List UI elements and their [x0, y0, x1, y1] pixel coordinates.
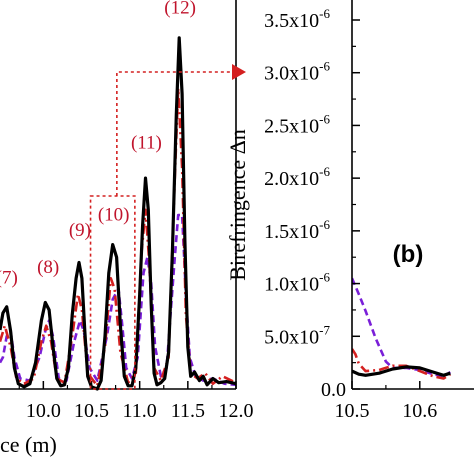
y-tick-label: 1.0x10-6: [264, 270, 330, 296]
y-tick-exponent: -6: [319, 217, 330, 232]
x-tick-label: 10.5: [74, 400, 109, 422]
zoom-indicator: [89, 64, 246, 390]
series-line-dash-dot: [0, 87, 237, 388]
x-axis-title: ce (m): [0, 432, 57, 457]
x-tick-label: 12.0: [219, 400, 254, 422]
y-tick-base: 3.5x10: [264, 10, 319, 32]
y-tick-exponent: -6: [319, 6, 330, 21]
x-tick-label-b: 10.5: [335, 400, 370, 422]
y-tick-label: 5.0x10-7: [264, 322, 330, 348]
y-tick-base: 1.0x10: [264, 274, 319, 296]
peak-label: (12): [164, 0, 196, 19]
panel-b-series: [352, 277, 451, 380]
x-tick-label: 11.0: [123, 400, 157, 422]
y-tick-label: 2.0x10-6: [264, 164, 330, 190]
y-tick-label: 2.5x10-6: [264, 111, 330, 137]
series-line-solid: [0, 36, 237, 391]
y-tick-base: 5.0x10: [264, 326, 319, 348]
y-tick-exponent: -6: [319, 164, 330, 179]
peak-label: (11): [131, 133, 162, 154]
y-tick-exponent: -7: [319, 322, 330, 337]
peak-label: (7): [0, 268, 18, 289]
x-tick-label: 10.0: [26, 400, 61, 422]
series-line-solid: [352, 365, 451, 377]
y-tick-label: 0.0: [321, 379, 346, 401]
y-tick-label: 1.5x10-6: [264, 217, 330, 243]
y-tick-exponent: -6: [319, 111, 330, 126]
zoom-box: [89, 195, 136, 390]
y-tick-base: 2.5x10: [264, 115, 319, 137]
y-axis-title: Birefringence Δn: [225, 129, 250, 281]
y-tick-label: 3.5x10-6: [264, 6, 330, 32]
peak-label: (8): [37, 257, 59, 278]
series-line-dashed: [352, 277, 451, 378]
y-tick-label: 3.0x10-6: [264, 59, 330, 85]
peak-label: (10): [98, 204, 130, 225]
series-line-dash-dot: [352, 348, 451, 380]
panel-b: 0.05.0x10-71.0x10-61.5x10-62.0x10-62.5x1…: [225, 0, 474, 422]
zoom-arrow-head: [232, 64, 246, 80]
y-tick-exponent: -6: [319, 270, 330, 285]
x-tick-label: 11.5: [171, 400, 205, 422]
x-tick-label-b: 10.6: [402, 400, 437, 422]
panel-a: 10.0 10.5 11.0 11.5 12.0 ce (m) (7) (8) (9) (10) (…: [0, 0, 254, 457]
panel-label: (b): [393, 241, 424, 268]
zoom-arrow-line: [116, 71, 232, 196]
y-tick-base: 3.0x10: [264, 63, 319, 85]
y-tick-base: 0.0: [321, 379, 346, 401]
y-tick-exponent: -6: [319, 59, 330, 74]
peak-label: (9): [69, 220, 91, 241]
y-tick-base: 1.5x10: [264, 221, 319, 243]
y-tick-base: 2.0x10: [264, 168, 319, 190]
